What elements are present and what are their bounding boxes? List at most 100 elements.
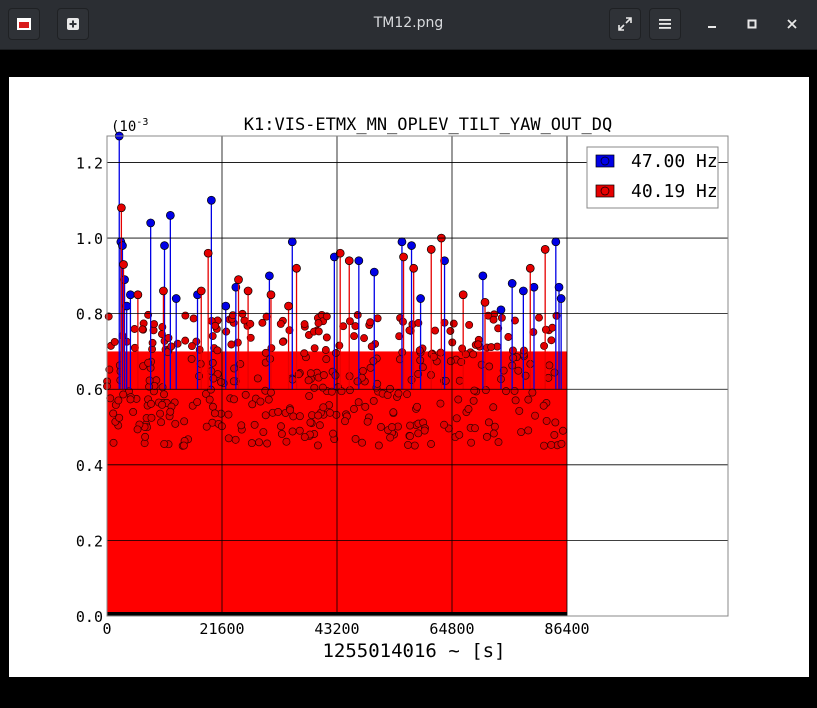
series-40hz-marker	[540, 341, 549, 350]
series-40hz-marker	[288, 427, 297, 436]
series-40hz-marker	[144, 310, 153, 319]
series-40hz-marker	[248, 400, 257, 409]
series-40hz-marker	[514, 366, 523, 375]
series-47hz-marker	[231, 282, 241, 292]
series-40hz-marker	[557, 439, 566, 448]
series-40hz-marker	[410, 441, 419, 450]
series-40hz-marker	[361, 402, 370, 411]
series-40hz-marker	[367, 342, 376, 351]
series-40hz-marker	[404, 440, 412, 449]
series-40hz-marker	[246, 333, 255, 342]
series-40hz-marker	[322, 355, 331, 364]
series-40hz-marker	[409, 263, 419, 273]
series-40hz-marker	[166, 407, 175, 416]
series-40hz-marker	[471, 424, 479, 433]
series-40hz-marker	[247, 439, 256, 448]
series-40hz-marker	[313, 441, 322, 450]
series-40hz-marker	[274, 408, 283, 416]
series-40hz-marker	[395, 332, 404, 341]
series-40hz-marker	[310, 383, 319, 392]
series-40hz-marker	[559, 426, 567, 435]
series-47hz-marker	[354, 256, 364, 266]
series-40hz-marker	[285, 326, 294, 335]
series-40hz-marker	[489, 429, 498, 438]
series-47hz-marker	[529, 282, 539, 292]
series-40hz-marker	[211, 321, 220, 330]
legend-label: 47.00 Hz	[631, 151, 718, 172]
legend-label: 40.19 Hz	[631, 181, 718, 202]
series-40hz-marker	[230, 395, 238, 404]
series-40hz-marker	[394, 389, 403, 398]
series-40hz-marker	[150, 320, 159, 329]
series-40hz-marker	[497, 313, 506, 322]
series-47hz-marker	[166, 211, 175, 220]
series-40hz-marker	[314, 327, 323, 336]
series-40hz-marker	[415, 346, 424, 355]
series-40hz-marker	[485, 362, 494, 371]
series-40hz-marker	[331, 349, 340, 357]
series-40hz-marker	[474, 340, 483, 349]
series-40hz-marker	[337, 387, 346, 396]
series-40hz-marker	[202, 389, 210, 398]
series-40hz-marker	[458, 344, 467, 353]
maximize-button[interactable]	[740, 12, 764, 36]
close-button[interactable]	[780, 12, 804, 36]
minimize-button[interactable]	[700, 12, 724, 36]
y-tick-label: 0.0	[76, 608, 103, 626]
series-40hz-marker	[160, 439, 169, 448]
series-40hz-marker	[243, 286, 253, 296]
series-40hz-marker	[304, 376, 313, 385]
series-40hz-marker	[202, 422, 211, 431]
series-40hz-marker	[545, 361, 554, 370]
series-47hz-marker	[496, 305, 506, 315]
app-menu-button[interactable]	[8, 8, 40, 40]
x-tick-label: 0	[102, 620, 111, 638]
legend: 47.00 Hz 40.19 Hz	[586, 146, 719, 209]
menu-button[interactable]	[649, 8, 681, 40]
series-40hz-marker	[237, 421, 246, 430]
series-40hz-marker	[160, 390, 168, 399]
series-40hz-marker	[241, 390, 250, 399]
series-40hz-marker	[193, 398, 202, 406]
series-40hz-marker	[259, 428, 268, 437]
series-40hz-marker	[470, 386, 479, 395]
series-40hz-marker	[464, 405, 473, 413]
series-40hz-marker	[159, 286, 168, 296]
series-40hz-marker	[413, 402, 422, 411]
series-40hz-marker	[487, 343, 496, 352]
series-40hz-marker	[181, 336, 190, 345]
series-40hz-marker	[329, 429, 337, 438]
series-40hz-marker	[525, 263, 535, 273]
series-47hz-marker	[207, 195, 216, 205]
y-tick-label: 0.4	[76, 457, 103, 475]
y-scale-label: (10-3	[111, 117, 148, 135]
series-40hz-marker	[109, 409, 118, 418]
chart-title: K1:VIS-ETMX_MN_OPLEV_TILT_YAW_OUT_DQ	[244, 115, 612, 135]
series-40hz-marker	[366, 363, 375, 372]
series-40hz-marker	[319, 371, 328, 380]
series-40hz-marker	[363, 417, 372, 426]
series-40hz-marker	[484, 418, 493, 427]
series-40hz-marker	[511, 316, 519, 325]
series-40hz-marker	[282, 437, 291, 446]
series-40hz-marker	[208, 402, 217, 411]
series-40hz-marker	[477, 360, 486, 369]
series-40hz-marker	[360, 334, 369, 343]
new-tab-icon	[67, 18, 79, 30]
series-40hz-marker	[213, 346, 222, 355]
series-40hz-marker	[295, 426, 304, 435]
new-tab-button[interactable]	[57, 8, 89, 40]
series-40hz-marker	[109, 438, 118, 447]
fullscreen-button[interactable]	[609, 8, 641, 40]
series-40hz-marker	[224, 434, 233, 443]
series-40hz-marker	[550, 368, 559, 377]
series-40hz-marker	[335, 248, 345, 258]
x-tick-label: 86400	[544, 620, 589, 638]
x-tick-label: 43200	[314, 620, 359, 638]
series-40hz-marker	[158, 400, 167, 409]
y-tick-label: 1.2	[76, 154, 103, 172]
series-40hz-marker	[277, 422, 285, 431]
series-40hz-marker	[540, 441, 548, 450]
series-47hz-marker	[160, 241, 169, 250]
series-40hz-marker	[431, 326, 440, 335]
